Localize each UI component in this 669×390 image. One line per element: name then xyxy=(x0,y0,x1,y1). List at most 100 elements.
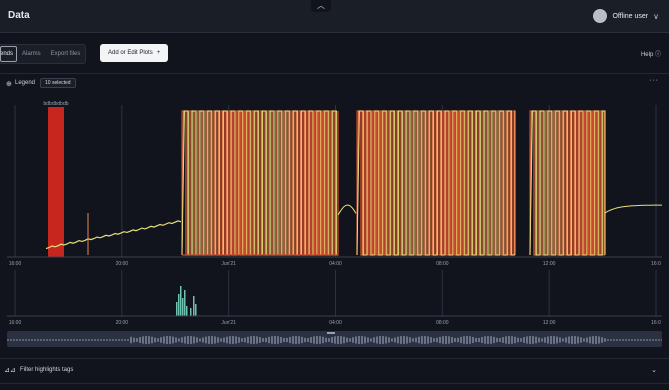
scrubber-bar xyxy=(394,337,396,343)
scrubber-bar xyxy=(301,336,303,344)
scrubber-bar xyxy=(307,338,309,342)
scrubber-bar xyxy=(499,338,501,342)
scrubber-bar xyxy=(88,339,90,341)
scrubber-bar xyxy=(400,336,402,344)
scrubber-bar xyxy=(484,336,486,344)
scrubber-bar xyxy=(553,336,555,344)
user-menu[interactable]: Offline user ∨ xyxy=(593,8,659,24)
scrubber-bar xyxy=(103,339,105,341)
x-tick-label: 16:0 xyxy=(651,320,661,326)
help-button[interactable]: Help ⓘ xyxy=(641,49,661,58)
scrubber-handle[interactable] xyxy=(327,332,335,334)
scrubber-bar xyxy=(496,337,498,343)
scrubber-bar xyxy=(439,336,441,344)
scrubber-bar xyxy=(430,337,432,343)
time-range-scrubber[interactable] xyxy=(7,331,662,347)
x-tick-label: 20:00 xyxy=(116,261,129,267)
scrubber-bar xyxy=(334,336,336,344)
scrubber-bar xyxy=(148,336,150,344)
chevron-up-icon: ︿ xyxy=(317,1,325,10)
legend-label[interactable]: Legend xyxy=(15,80,36,86)
scrubber-bar xyxy=(481,336,483,344)
scrubber-bar xyxy=(145,336,147,344)
scrubber-bar xyxy=(52,339,54,341)
add-edit-plots-label: Add or Edit Plots xyxy=(108,50,153,56)
scrubber-bar xyxy=(625,339,627,341)
x-tick-label: 12:00 xyxy=(543,261,556,267)
scrubber-bar xyxy=(577,336,579,344)
scrubber-bar xyxy=(547,336,549,344)
scrubber-bar xyxy=(562,338,564,342)
scrubber-bar xyxy=(286,337,288,343)
scrubber-bar xyxy=(274,336,276,344)
scrubber-bar xyxy=(250,336,252,344)
scrubber-bar xyxy=(16,339,18,341)
scrubber-bar xyxy=(487,336,489,344)
collapse-header-button[interactable]: ︿ xyxy=(311,0,331,12)
overview-chart[interactable]: 16:00 20:00 Jun'21 04:00 08:00 12:00 16:0 xyxy=(0,268,669,328)
scrubber-bar xyxy=(652,339,654,341)
add-edit-plots-button[interactable]: Add or Edit Plots + xyxy=(100,44,169,62)
scrubber-bar xyxy=(628,339,630,341)
scrubber-bar xyxy=(64,339,66,341)
scrubber-bar xyxy=(565,337,567,343)
tag-filter-icon: ⊿⊿ xyxy=(4,367,16,374)
scrubber-bar xyxy=(202,337,204,343)
scrubber-bar xyxy=(634,339,636,341)
scrubber-bar xyxy=(199,338,201,342)
scrubber-bar xyxy=(583,338,585,342)
scrubber-bar xyxy=(76,339,78,341)
scrubber-bar xyxy=(556,336,558,344)
chevron-down-icon: ∨ xyxy=(653,11,659,21)
scrubber-bar xyxy=(139,337,141,343)
scrubber-bar xyxy=(457,337,459,343)
overview-spikes xyxy=(176,286,197,316)
scrubber-bar xyxy=(166,336,168,344)
legend-toggle-icon[interactable]: ⊕ xyxy=(6,81,12,88)
scrubber-bar xyxy=(508,336,510,344)
tab-trends[interactable]: Trends xyxy=(0,46,17,62)
scrubber-bar xyxy=(505,336,507,344)
scrubber-bar xyxy=(355,336,357,344)
scrubber-bar xyxy=(184,336,186,344)
scrubber-bar xyxy=(22,339,24,341)
scrubber-bar xyxy=(619,339,621,341)
legend-selected-badge[interactable]: 10 selected xyxy=(40,78,76,88)
legend-row: ⊕ Legend 10 selected ··· xyxy=(0,73,669,94)
scrubber-bar xyxy=(67,339,69,341)
scrubber-bar xyxy=(391,338,393,342)
scrubber-bar xyxy=(403,336,405,344)
scrubber-bar xyxy=(205,336,207,344)
scrubber-bar xyxy=(133,337,135,343)
scrubber-bar xyxy=(196,337,198,343)
filter-highlights-row[interactable]: ⊿⊿ Filter highlights tags ⌄ xyxy=(0,358,669,384)
main-trend-chart[interactable]: bdbdbdbdb 16:00 20:00 Jun'21 04:00 08:00 12:0… xyxy=(0,95,669,267)
scrubber-bar xyxy=(493,336,495,344)
overview-spike xyxy=(178,294,180,316)
scrubber-bar xyxy=(256,336,258,344)
user-name: Offline user xyxy=(612,12,649,20)
series-yellow-gap xyxy=(337,204,357,216)
scrubber-bar xyxy=(358,336,360,344)
scrubber-bar xyxy=(631,339,633,341)
more-options-icon[interactable]: ··· xyxy=(649,77,659,84)
scrubber-bar xyxy=(319,336,321,344)
scrubber-bar xyxy=(454,338,456,342)
tab-export-files[interactable]: Export files xyxy=(50,51,81,57)
scrubber-bar xyxy=(622,339,624,341)
x-tick-label: 04:00 xyxy=(329,320,342,326)
scrubber-bar xyxy=(463,336,465,344)
scrubber-bar xyxy=(79,339,81,341)
scrubber-bar xyxy=(271,336,273,344)
scrubber-bar xyxy=(7,339,9,341)
x-tick-label: 08:00 xyxy=(436,261,449,267)
highlight-region[interactable] xyxy=(48,107,64,257)
scrubber-bar xyxy=(190,336,192,344)
scrubber-bar xyxy=(220,338,222,342)
scrubber-bar xyxy=(616,339,618,341)
scrubber-bar xyxy=(466,336,468,344)
chevron-down-icon[interactable]: ⌄ xyxy=(651,367,657,374)
scrubber-bar xyxy=(517,337,519,343)
series-yellow-ramp xyxy=(45,220,182,250)
tab-alarms[interactable]: Alarms xyxy=(22,51,41,57)
